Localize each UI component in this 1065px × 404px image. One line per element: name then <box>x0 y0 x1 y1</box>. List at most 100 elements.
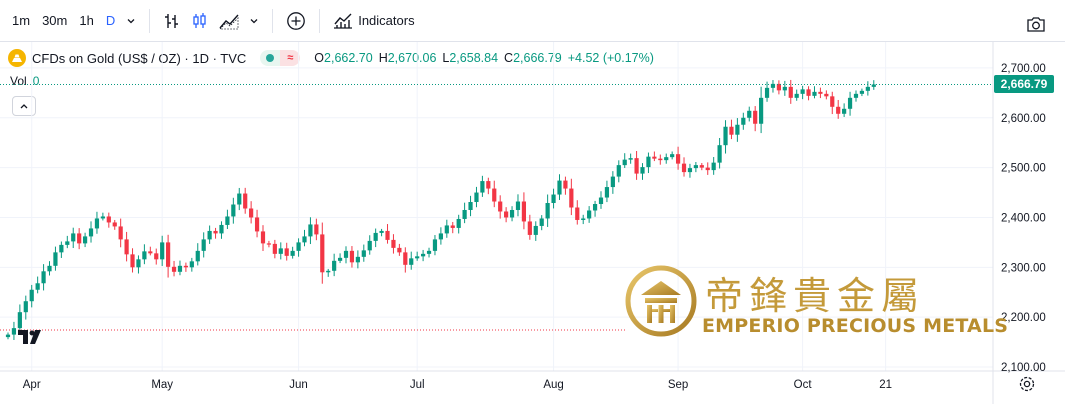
candle-body <box>664 157 669 161</box>
y-tick-label: 2,700.00 <box>1001 63 1046 75</box>
candle-body <box>112 222 117 227</box>
area-style-icon <box>219 14 239 29</box>
candle-body <box>438 233 443 240</box>
candle-body <box>468 202 473 210</box>
candle-body <box>498 201 503 212</box>
candle-body <box>195 250 200 262</box>
candle-body <box>729 126 734 135</box>
y-tick-label: 2,500.00 <box>1001 163 1046 175</box>
timeframe-menu-button[interactable] <box>121 7 141 35</box>
candle-body <box>409 258 414 265</box>
candle-body <box>23 301 28 313</box>
candle-body <box>379 230 384 233</box>
area-style-button[interactable] <box>214 7 244 35</box>
candle-body <box>842 108 847 114</box>
candle-body <box>557 180 562 195</box>
candle-body <box>130 254 135 268</box>
candle-body <box>788 86 793 98</box>
x-tick-label: 21 <box>879 379 892 391</box>
bar-style-button[interactable] <box>158 7 186 35</box>
candle-body <box>124 239 129 255</box>
candle-body <box>136 259 141 268</box>
candle-body <box>213 230 218 234</box>
high-value: 2,670.06 <box>387 51 437 65</box>
candle-body <box>53 252 58 266</box>
candle-body <box>717 145 722 163</box>
price-chart[interactable]: 2,700.00 2,600.00 2,500.00 2,400.00 2,300.00… <box>0 42 1065 404</box>
x-tick-label: Sep <box>668 379 688 391</box>
candle-body <box>171 266 177 272</box>
camera-icon <box>1027 17 1045 32</box>
candle-body <box>201 239 206 251</box>
top-toolbar: 1m 30m 1h D Indicators <box>0 0 1065 42</box>
candle-body <box>373 232 378 241</box>
candle-body <box>94 218 100 229</box>
market-status-pill[interactable]: ≈ <box>260 50 301 66</box>
candle-body <box>735 124 740 135</box>
tradingview-logo[interactable] <box>18 330 44 344</box>
timeframe-1h[interactable]: 1h <box>79 12 94 28</box>
candle-body <box>480 181 485 193</box>
candle-body <box>343 250 349 258</box>
candle-body <box>5 334 11 338</box>
candle-body <box>207 230 212 240</box>
candle-body <box>183 265 188 268</box>
candle-body <box>545 203 550 219</box>
last-price-label: 2,666.79 <box>994 75 1054 94</box>
x-tick-label: Oct <box>794 379 813 391</box>
volume-legend: Vol 0 <box>10 74 39 88</box>
candle-body <box>278 248 283 254</box>
timeframe-d[interactable]: D <box>105 12 116 28</box>
candle-body <box>118 226 123 240</box>
market-open-icon <box>260 50 281 66</box>
candle-body <box>100 216 105 219</box>
candle-body <box>349 250 355 263</box>
candle-body <box>302 236 307 243</box>
candle-body <box>504 211 509 218</box>
collapse-legend-button[interactable] <box>12 96 36 116</box>
toolbar-divider <box>149 8 151 33</box>
candle-body <box>148 251 153 254</box>
x-tick-label: Jul <box>410 379 425 391</box>
candle-body <box>681 163 687 173</box>
timeframe-30m[interactable]: 30m <box>42 12 68 28</box>
y-tick-label: 2,300.00 <box>1001 262 1046 274</box>
candle-body <box>687 168 693 173</box>
candle-body <box>634 158 639 174</box>
x-tick-label: May <box>151 379 173 391</box>
candle-body <box>314 224 319 235</box>
compare-button[interactable] <box>281 7 311 35</box>
candle-body <box>616 165 621 177</box>
candle-body <box>243 193 248 209</box>
candle-body <box>35 283 40 290</box>
candle-body <box>444 225 449 234</box>
candle-body <box>575 207 580 220</box>
screenshot-button[interactable] <box>1021 10 1051 38</box>
candle-body <box>836 106 841 114</box>
candle-body <box>397 247 402 253</box>
candle-body <box>486 181 491 189</box>
candle-body <box>515 201 521 210</box>
candle-body <box>65 241 70 245</box>
candle-body <box>587 210 592 219</box>
chart-style-menu-button[interactable] <box>244 7 264 35</box>
delayed-data-icon: ≈ <box>280 50 301 66</box>
candle-body <box>747 110 752 118</box>
symbol-title[interactable]: CFDs on Gold (US$ / OZ) · 1D · TVC <box>32 50 247 66</box>
candle-body <box>770 83 776 88</box>
y-tick-label: 2,100.00 <box>1001 362 1046 374</box>
bar-style-icon <box>165 13 179 28</box>
candle-body <box>759 97 764 124</box>
candle-body <box>492 188 497 202</box>
series-legend: CFDs on Gold (US$ / OZ) · 1D · TVC ≈ O2,… <box>8 47 654 69</box>
gear-icon[interactable] <box>1018 375 1036 393</box>
candle-body <box>254 217 260 232</box>
timeframe-1m[interactable]: 1m <box>12 12 31 28</box>
candle-body <box>142 251 147 260</box>
candle-style-button[interactable] <box>186 7 214 35</box>
candle-body <box>59 244 64 253</box>
candle-body <box>326 270 331 273</box>
indicators-button[interactable]: Indicators <box>328 7 419 35</box>
candle-body <box>462 209 467 219</box>
emperio-logo-icon <box>625 265 697 337</box>
